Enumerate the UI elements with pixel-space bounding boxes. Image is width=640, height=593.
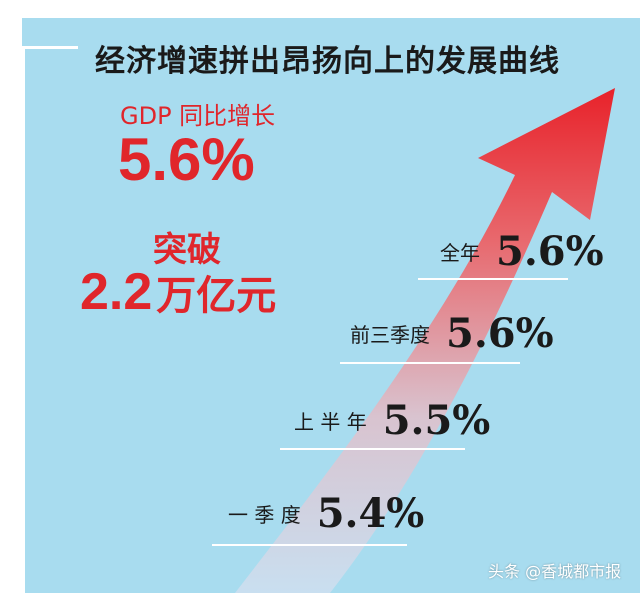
- underline: [340, 362, 520, 364]
- quarter-value: 5.6%: [496, 228, 604, 275]
- quarter-label: 全年: [440, 241, 480, 265]
- quarter-label: 前三季度: [350, 323, 430, 347]
- breakthrough-value-block: 2.2 万亿元: [80, 262, 276, 322]
- quarter-value: 5.6%: [446, 310, 554, 357]
- quarter-row-first-three: 前三季度 5.6%: [350, 310, 554, 357]
- page-title: 经济增速拼出昂扬向上的发展曲线: [95, 44, 560, 79]
- title-bracket-horizontal: [22, 46, 78, 49]
- quarter-label: 上 半 年: [294, 410, 367, 434]
- quarter-value: 5.5%: [382, 397, 491, 444]
- gdp-growth-label: GDP 同比增长: [120, 102, 276, 130]
- title-bracket-vertical: [22, 46, 25, 593]
- quarter-value: 5.4%: [316, 490, 425, 537]
- breakthrough-unit: 万亿元: [156, 273, 277, 319]
- underline: [212, 544, 407, 546]
- quarter-row-half-year: 上 半 年 5.5%: [294, 397, 490, 444]
- source-watermark: 头条 @香城都市报: [488, 562, 622, 581]
- quarter-row-full-year: 全年 5.6%: [440, 228, 604, 275]
- underline: [418, 278, 568, 280]
- gdp-growth-value: 5.6%: [118, 126, 255, 193]
- quarter-row-q1: 一 季 度 5.4%: [228, 490, 424, 537]
- quarter-label: 一 季 度: [228, 503, 301, 527]
- underline: [280, 448, 465, 450]
- breakthrough-number: 2.2: [80, 263, 153, 321]
- arrow-body: [235, 88, 615, 593]
- breakthrough-label: 突破: [153, 230, 221, 270]
